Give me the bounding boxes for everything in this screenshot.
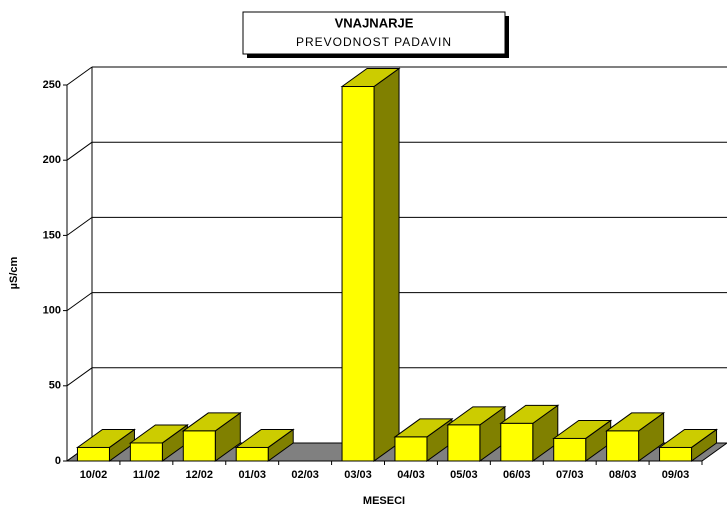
x-tick-label: 06/03 <box>503 469 531 481</box>
y-tick-label: 200 <box>43 154 61 166</box>
bar <box>500 422 534 462</box>
x-tick-label: 11/02 <box>133 469 160 481</box>
x-tick-label: 07/03 <box>556 469 584 481</box>
back-wall <box>92 67 727 443</box>
bar <box>553 437 587 462</box>
bar <box>447 424 481 462</box>
y-tick-label: 0 <box>55 455 61 467</box>
grid-line <box>66 367 93 387</box>
x-tick-label: 12/02 <box>186 469 214 481</box>
bar <box>341 86 375 462</box>
y-tick-label: 50 <box>49 380 61 392</box>
grid-line <box>66 292 93 312</box>
x-tick-label: 09/03 <box>662 469 690 481</box>
bar <box>606 430 640 462</box>
bar <box>235 446 269 462</box>
grid-line <box>66 216 93 236</box>
x-tick-label: 10/02 <box>80 469 108 481</box>
grid-line <box>66 66 93 86</box>
x-tick-label: 08/03 <box>609 469 637 481</box>
x-tick-label: 02/03 <box>291 469 319 481</box>
y-tick-label: 100 <box>43 305 61 317</box>
x-tick-label: 01/03 <box>238 469 266 481</box>
bar <box>659 446 693 462</box>
y-axis-label: µS/cm <box>8 256 20 289</box>
bar <box>394 436 428 462</box>
x-tick-label: 05/03 <box>450 469 478 481</box>
bar <box>129 442 163 462</box>
grid-line <box>66 141 93 161</box>
x-axis-label: MESECI <box>363 495 405 507</box>
bar <box>76 446 110 462</box>
y-tick-label: 250 <box>43 79 61 91</box>
y-tick-label: 150 <box>43 229 61 241</box>
bar <box>182 430 216 462</box>
x-tick-label: 04/03 <box>397 469 425 481</box>
bar-side <box>373 67 400 462</box>
title-box <box>242 11 506 55</box>
chart-title: VNAJNARJE <box>335 15 414 30</box>
chart-subtitle: PREVODNOST PADAVIN <box>296 35 452 49</box>
x-tick-label: 03/03 <box>344 469 372 481</box>
